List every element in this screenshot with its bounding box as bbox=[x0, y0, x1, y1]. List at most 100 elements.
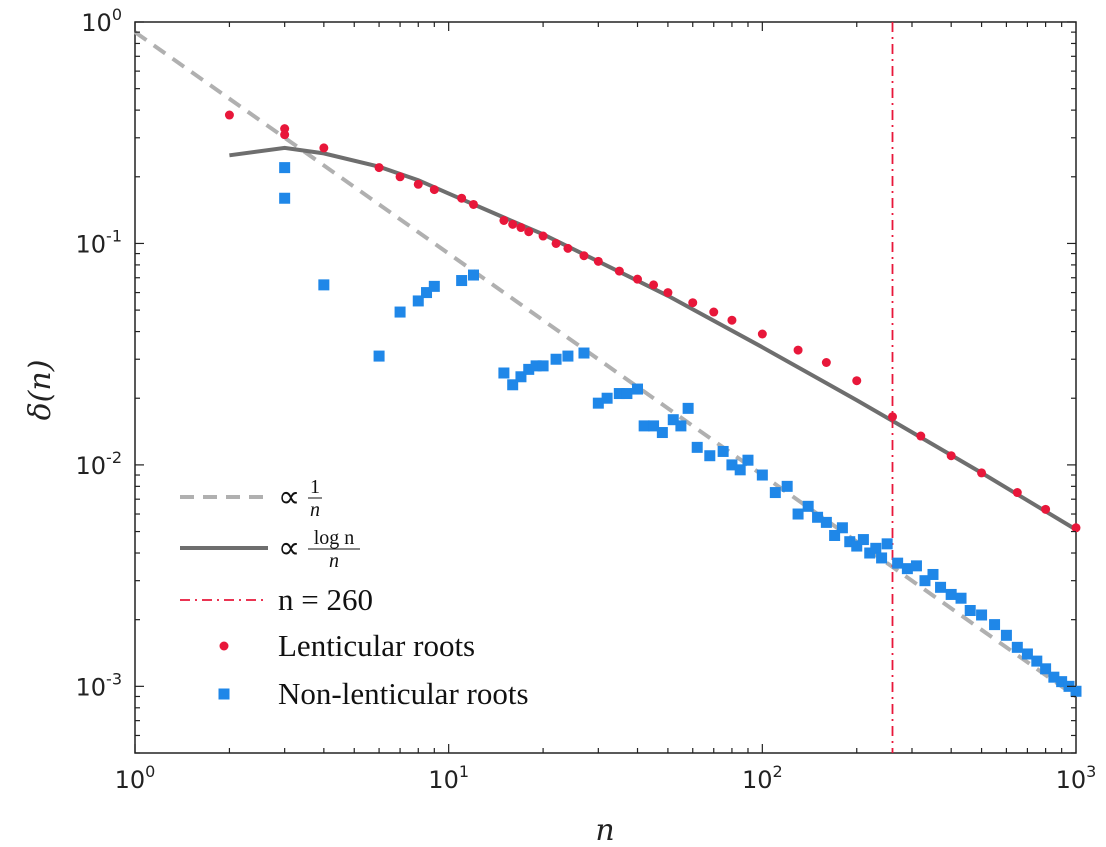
non-lenticular-point bbox=[857, 534, 869, 546]
lenticular-point bbox=[457, 193, 467, 203]
y-tick-label: 10-3 bbox=[76, 669, 123, 701]
legend-fraction-numerator: 1 bbox=[310, 476, 320, 498]
legend-label: Non-lenticular roots bbox=[278, 676, 529, 711]
tick-base: 10 bbox=[1056, 766, 1087, 794]
legend-prefix: ∝ bbox=[278, 530, 300, 565]
tick-base: 10 bbox=[76, 230, 107, 258]
non-lenticular-point bbox=[550, 353, 562, 365]
y-tick-label: 100 bbox=[81, 5, 122, 37]
non-lenticular-point bbox=[656, 427, 668, 439]
lenticular-point bbox=[663, 288, 673, 298]
non-lenticular-point bbox=[530, 360, 542, 372]
lenticular-point bbox=[946, 451, 956, 461]
lenticular-point bbox=[614, 266, 624, 276]
non-lenticular-point bbox=[726, 459, 738, 471]
tick-exponent: -2 bbox=[106, 448, 122, 467]
non-lenticular-point bbox=[812, 511, 824, 523]
lenticular-point bbox=[1071, 523, 1081, 533]
legend-fraction-denominator: n bbox=[310, 499, 320, 521]
lenticular-point bbox=[395, 172, 405, 182]
non-lenticular-point bbox=[279, 192, 291, 204]
non-lenticular-point bbox=[1056, 676, 1068, 688]
y-tick-label: 10-2 bbox=[76, 448, 123, 480]
y-tick-label: 10-1 bbox=[76, 226, 123, 258]
lenticular-point bbox=[524, 227, 534, 237]
non-lenticular-point bbox=[507, 379, 519, 391]
non-lenticular-point bbox=[919, 575, 931, 587]
y-axis-label: δ(n) bbox=[23, 360, 58, 421]
non-lenticular-point bbox=[704, 450, 716, 462]
lenticular-point bbox=[538, 231, 548, 241]
x-axis-label: n bbox=[595, 813, 614, 847]
non-lenticular-point bbox=[592, 397, 604, 409]
non-lenticular-point bbox=[989, 619, 1001, 631]
non-lenticular-point bbox=[667, 414, 679, 426]
non-lenticular-point bbox=[468, 269, 480, 281]
non-lenticular-point bbox=[769, 487, 781, 499]
lenticular-point bbox=[319, 143, 329, 153]
non-lenticular-point bbox=[910, 560, 922, 572]
non-lenticular-point bbox=[717, 445, 729, 457]
lenticular-point bbox=[852, 376, 862, 386]
legend-prefix: ∝ bbox=[278, 479, 300, 514]
non-lenticular-point bbox=[1011, 641, 1023, 653]
non-lenticular-point bbox=[318, 279, 330, 291]
lenticular-point bbox=[508, 219, 518, 229]
non-lenticular-point bbox=[648, 420, 660, 432]
lenticular-point bbox=[593, 256, 603, 266]
lenticular-point bbox=[374, 163, 384, 173]
non-lenticular-point bbox=[279, 162, 291, 174]
non-lenticular-point bbox=[742, 454, 754, 466]
non-lenticular-point bbox=[935, 581, 947, 593]
lenticular-point bbox=[429, 185, 439, 195]
legend-marker-lenticular bbox=[219, 641, 229, 651]
lenticular-point bbox=[224, 110, 234, 120]
non-lenticular-point bbox=[901, 563, 913, 575]
non-lenticular-point bbox=[691, 441, 703, 453]
lenticular-point bbox=[688, 298, 698, 308]
non-lenticular-point bbox=[562, 350, 574, 362]
non-lenticular-point bbox=[792, 508, 804, 520]
non-lenticular-point bbox=[945, 588, 957, 600]
non-lenticular-point bbox=[1048, 671, 1060, 683]
non-lenticular-point bbox=[394, 306, 406, 318]
non-lenticular-point bbox=[537, 360, 549, 372]
legend-label: n = 260 bbox=[278, 582, 373, 617]
lenticular-point bbox=[563, 243, 573, 253]
non-lenticular-point bbox=[613, 388, 625, 400]
tick-base: 10 bbox=[115, 766, 146, 794]
non-lenticular-point bbox=[802, 500, 814, 512]
non-lenticular-point bbox=[498, 367, 510, 379]
x-tick-label: 103 bbox=[1056, 762, 1097, 794]
lenticular-point bbox=[1041, 504, 1051, 514]
tick-exponent: 2 bbox=[773, 762, 783, 781]
lenticular-point bbox=[1012, 488, 1022, 498]
non-lenticular-point bbox=[864, 547, 876, 559]
series-line-2 bbox=[133, 30, 1078, 699]
tick-exponent: 0 bbox=[112, 5, 122, 24]
lenticular-point bbox=[649, 280, 659, 290]
lenticular-point bbox=[516, 223, 526, 233]
non-lenticular-point bbox=[373, 350, 385, 362]
non-lenticular-point bbox=[964, 605, 976, 617]
lenticular-point bbox=[469, 199, 479, 209]
lenticular-point bbox=[413, 179, 423, 189]
x-tick-label: 101 bbox=[428, 762, 469, 794]
non-lenticular-point bbox=[601, 392, 613, 404]
non-lenticular-point bbox=[870, 542, 882, 554]
lenticular-point bbox=[757, 329, 767, 339]
non-lenticular-point bbox=[1070, 685, 1082, 697]
non-lenticular-point bbox=[675, 420, 687, 432]
data-layer bbox=[133, 22, 1082, 753]
non-lenticular-point bbox=[1040, 663, 1052, 675]
lenticular-point bbox=[821, 357, 831, 367]
lenticular-point bbox=[633, 274, 643, 284]
tick-base: 10 bbox=[81, 9, 112, 37]
non-lenticular-point bbox=[836, 522, 848, 534]
tick-exponent: 0 bbox=[145, 762, 155, 781]
non-lenticular-point bbox=[734, 464, 746, 476]
legend-marker-non-lenticular bbox=[218, 688, 230, 700]
